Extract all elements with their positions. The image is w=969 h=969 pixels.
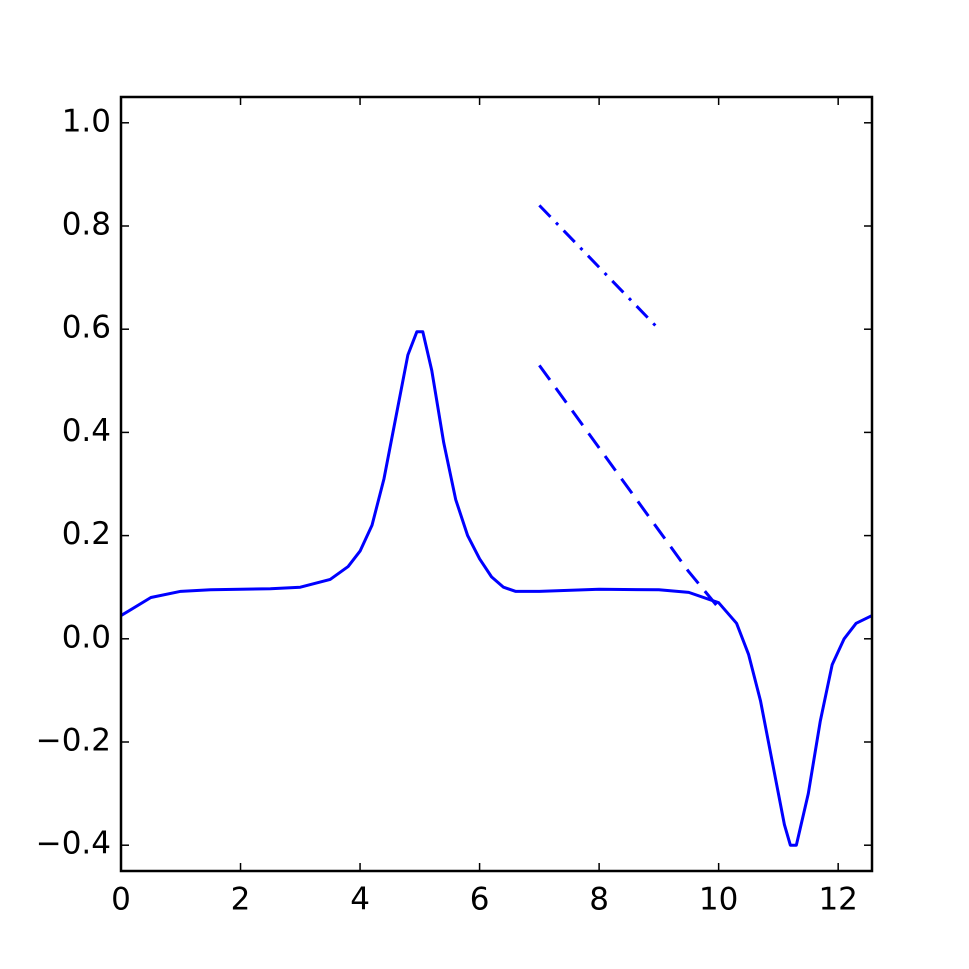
x-tick-label: 12 (818, 882, 857, 918)
y-tick-label: 0.2 (62, 516, 111, 552)
y-tick-label: 0.8 (62, 207, 111, 243)
series-line (120, 330, 873, 847)
y-tick-label: −0.4 (36, 826, 111, 862)
y-tick-label: 0.6 (62, 310, 111, 346)
x-tick-label: 2 (231, 882, 251, 918)
y-tick-label: −0.2 (36, 723, 111, 759)
y-tick-label: 0.4 (62, 413, 111, 449)
series-line (539, 205, 872, 502)
x-tick-label: 6 (470, 882, 490, 918)
y-tick-label: 1.0 (62, 103, 111, 139)
x-tick-label: 10 (699, 882, 738, 918)
y-tick-label: 0.0 (62, 619, 111, 655)
x-tick-label: 8 (589, 882, 609, 918)
series-line (539, 365, 872, 646)
x-tick-label: 4 (350, 882, 370, 918)
plot-frame (119, 95, 874, 873)
x-tick-label: 0 (111, 882, 131, 918)
